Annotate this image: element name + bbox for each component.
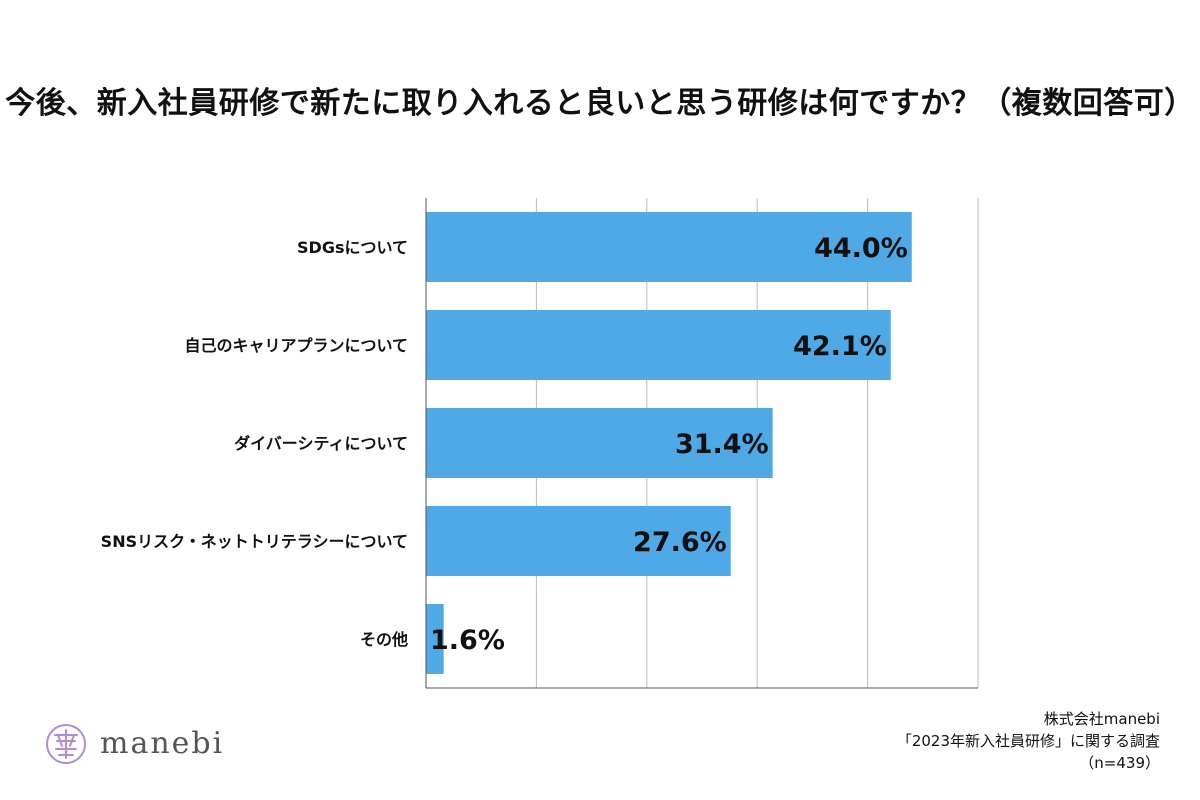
value-label: 42.1% [793, 331, 887, 362]
category-label: 自己のキャリアプランについて [184, 336, 408, 355]
labels: SDGsについて 44.0% 自己のキャリアプランについて 42.1% ダイバーシティに… [101, 233, 908, 656]
category-label: その他 [360, 630, 408, 649]
bar [426, 506, 731, 576]
value-label: 31.4% [675, 429, 769, 460]
source-sample: （n=439） [1079, 754, 1160, 772]
logo-text: manebi [100, 726, 225, 761]
value-label: 44.0% [814, 233, 908, 264]
category-label: ダイバーシティについて [234, 434, 408, 453]
source-survey: 「2023年新入社員研修」に関する調査 [896, 732, 1160, 750]
chart-title: 今後、新入社員研修で新たに取り入れると良いと思う研修は何ですか？（複数回答可） [5, 86, 1195, 121]
category-label: SNSリスク・ネットトリテラシーについて [101, 532, 408, 551]
value-label: 27.6% [633, 527, 727, 558]
bars [426, 212, 912, 674]
bar [426, 212, 912, 282]
manebi-emblem-icon [46, 724, 86, 764]
axes [425, 198, 978, 689]
bar [426, 310, 891, 380]
bar [426, 604, 444, 674]
value-label: 1.6% [430, 625, 505, 656]
source-company: 株式会社manebi [1043, 710, 1160, 728]
bar [426, 408, 773, 478]
source-note: 株式会社manebi 「2023年新入社員研修」に関する調査 （n=439） [897, 708, 1160, 774]
category-label: SDGsについて [297, 238, 408, 257]
